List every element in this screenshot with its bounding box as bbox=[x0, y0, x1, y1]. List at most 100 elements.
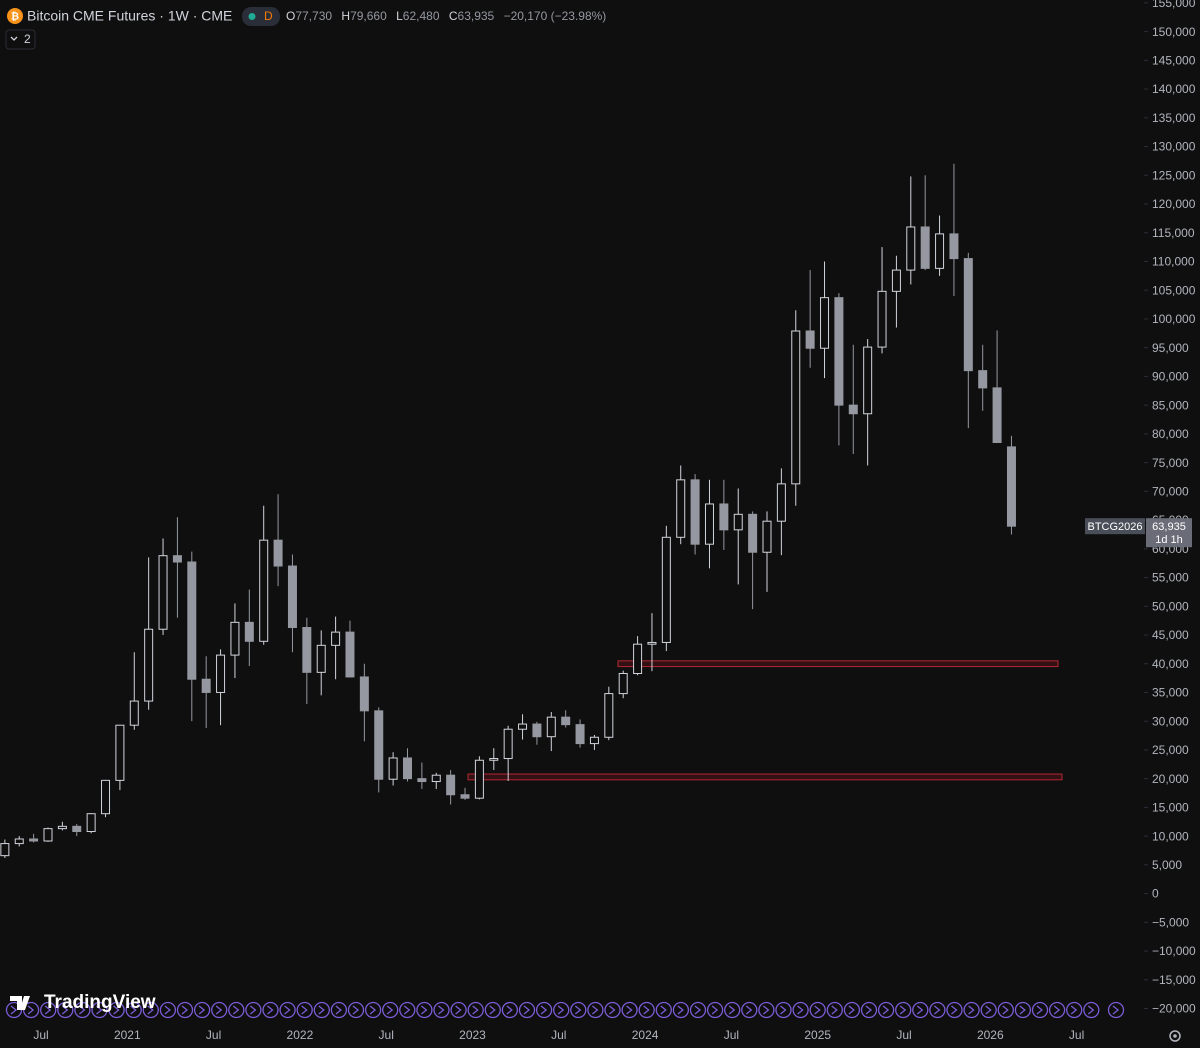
candle-body bbox=[719, 503, 729, 531]
candle-body bbox=[72, 825, 82, 833]
event-icon bbox=[860, 1001, 878, 1019]
candle-body bbox=[316, 644, 326, 673]
event-icon bbox=[279, 1001, 296, 1019]
event-icon-arrow bbox=[164, 1005, 171, 1015]
event-icon bbox=[125, 1001, 142, 1019]
y-tick-label: 80,000 bbox=[1152, 427, 1189, 441]
y-tick-label: 5,000 bbox=[1152, 858, 1182, 872]
event-icon-arrow bbox=[626, 1005, 633, 1015]
event-icon-arrow bbox=[249, 1005, 257, 1015]
event-icon bbox=[467, 1001, 484, 1019]
event-icon-arrow bbox=[660, 1005, 667, 1015]
event-icon bbox=[877, 1001, 895, 1019]
candle-body bbox=[935, 233, 945, 269]
event-icon-arrow bbox=[27, 1005, 35, 1015]
collapse-button[interactable] bbox=[5, 29, 36, 50]
event-icon-arrow bbox=[1002, 1005, 1009, 1015]
ohlc-key: L bbox=[396, 9, 403, 23]
event-icon-arrow bbox=[44, 1005, 52, 1015]
event-icon-arrow bbox=[403, 1005, 411, 1015]
candle-body bbox=[259, 539, 269, 642]
event-icon-arrow bbox=[591, 1005, 599, 1015]
event-icon bbox=[912, 1001, 929, 1019]
event-icon-arrow bbox=[643, 1005, 650, 1015]
y-tick-label: 95,000 bbox=[1152, 341, 1189, 355]
event-icon bbox=[1066, 1001, 1083, 1019]
candle-body bbox=[920, 226, 930, 269]
event-icon bbox=[193, 1001, 211, 1019]
x-tick-label: Jul bbox=[551, 1028, 566, 1042]
event-icon bbox=[330, 1001, 348, 1019]
event-icon bbox=[553, 1001, 570, 1019]
event-icon bbox=[1083, 1001, 1100, 1019]
event-icon bbox=[689, 1001, 707, 1019]
event-icon-arrow bbox=[181, 1005, 189, 1015]
y-tick-label: −20,000 bbox=[1152, 1002, 1196, 1016]
event-icon-arrow bbox=[1087, 1005, 1095, 1015]
event-icon bbox=[775, 1001, 792, 1019]
event-icon bbox=[399, 1001, 416, 1019]
candle-body bbox=[273, 539, 283, 567]
y-tick-label: 40,000 bbox=[1152, 657, 1189, 671]
candle-body bbox=[388, 757, 398, 780]
candle-body bbox=[158, 555, 168, 630]
brand-name[interactable]: TradingView bbox=[44, 992, 156, 1013]
candle-body bbox=[877, 290, 887, 348]
settings-icon[interactable] bbox=[1169, 1030, 1181, 1042]
event-icon-arrow bbox=[113, 1005, 120, 1015]
y-tick-label: 50,000 bbox=[1152, 599, 1189, 613]
event-icon-arrow bbox=[951, 1005, 958, 1015]
plot-area: −20,000 −15,000 −10,000 −5,000 0 5,000 10,000 1… bbox=[0, 0, 1196, 1016]
event-icon bbox=[364, 1001, 382, 1019]
candle-body bbox=[244, 621, 254, 642]
event-icon-arrow bbox=[489, 1005, 496, 1015]
x-tick-label: 2021 bbox=[114, 1028, 141, 1042]
event-icon-arrow bbox=[130, 1005, 137, 1015]
ohlc-value: 63,935 bbox=[458, 9, 495, 23]
y-tick-label: 75,000 bbox=[1152, 456, 1189, 470]
y-tick-label: 90,000 bbox=[1152, 370, 1189, 384]
event-icon-arrow bbox=[933, 1005, 941, 1015]
event-icon-arrow bbox=[506, 1005, 513, 1015]
event-icon bbox=[809, 1001, 826, 1019]
event-icon bbox=[228, 1001, 245, 1019]
event-icon-arrow bbox=[574, 1005, 582, 1015]
y-tick-label: 155,000 bbox=[1152, 0, 1196, 10]
candle-body bbox=[446, 774, 456, 796]
status-badge[interactable] bbox=[242, 7, 280, 26]
y-tick-label: 35,000 bbox=[1152, 686, 1189, 700]
candle-body bbox=[575, 724, 585, 745]
chart-title[interactable]: Bitcoin CME Futures · 1W · CME bbox=[27, 8, 232, 24]
chevron-icon bbox=[10, 36, 18, 41]
event-icon-arrow bbox=[848, 1005, 855, 1015]
collapsed-count: 2 bbox=[24, 32, 31, 46]
candle-body bbox=[201, 678, 211, 693]
candle-body bbox=[848, 404, 858, 415]
candle-body bbox=[978, 370, 988, 389]
event-icon-arrow bbox=[540, 1005, 548, 1015]
event-icon bbox=[621, 1001, 638, 1019]
event-icon bbox=[706, 1001, 724, 1019]
y-tick-label: 70,000 bbox=[1152, 484, 1189, 498]
candle-body bbox=[57, 825, 67, 830]
event-icon bbox=[672, 1001, 690, 1019]
event-icon bbox=[604, 1001, 621, 1019]
price-zone bbox=[467, 773, 1063, 781]
x-tick-label: 2026 bbox=[977, 1028, 1004, 1042]
y-tick-label: 30,000 bbox=[1152, 714, 1189, 728]
event-icon-arrow bbox=[814, 1005, 821, 1015]
y-tick-label: 115,000 bbox=[1152, 226, 1195, 240]
candle-body bbox=[460, 794, 470, 799]
candle-body bbox=[949, 233, 959, 260]
candle-body bbox=[86, 813, 96, 833]
event-icon-arrow bbox=[78, 1005, 86, 1015]
candle-body bbox=[230, 621, 240, 656]
event-icon bbox=[843, 1001, 861, 1019]
event-icon-arrow bbox=[420, 1005, 428, 1015]
y-tick-label: 100,000 bbox=[1152, 312, 1196, 326]
ohlc-key: H bbox=[341, 9, 350, 23]
event-icon bbox=[57, 1001, 74, 1019]
candle-body bbox=[144, 628, 154, 702]
event-icon-arrow bbox=[369, 1005, 377, 1015]
